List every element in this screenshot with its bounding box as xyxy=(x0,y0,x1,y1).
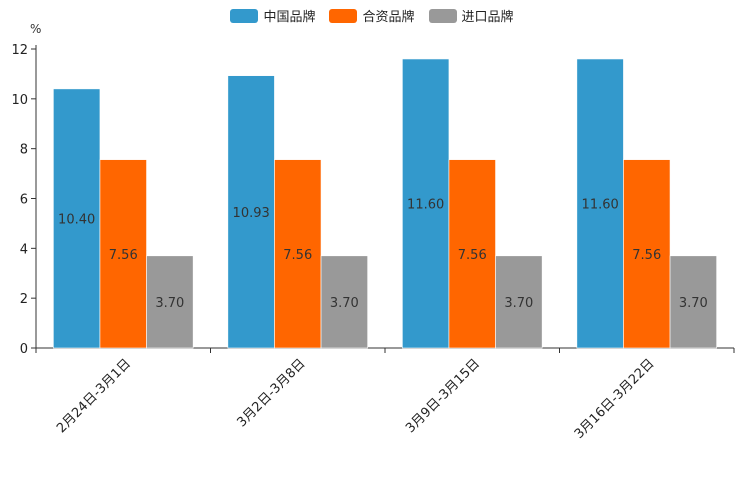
legend-swatch xyxy=(428,8,457,23)
data-label: 3.70 xyxy=(330,296,359,311)
data-label: 3.70 xyxy=(504,296,533,311)
bar xyxy=(623,159,671,349)
bar xyxy=(576,58,624,349)
legend-item-imported-brand[interactable]: 进口品牌 xyxy=(428,6,514,25)
y-tick-label: 8 xyxy=(20,143,28,158)
legend-label: 合资品牌 xyxy=(362,10,415,25)
bar xyxy=(320,255,368,349)
bar xyxy=(495,255,543,349)
y-tick-label: 12 xyxy=(11,43,28,58)
data-label: 10.40 xyxy=(58,212,95,227)
legend: 中国品牌 合资品牌 进口品牌 xyxy=(0,6,744,25)
x-tick-label: 3月9日-3月15日 xyxy=(403,356,483,436)
bar xyxy=(99,159,147,349)
bar xyxy=(53,88,101,349)
legend-label: 进口品牌 xyxy=(461,10,514,25)
bar xyxy=(402,58,450,349)
bar xyxy=(146,255,194,349)
bar xyxy=(274,159,322,349)
data-label: 7.56 xyxy=(458,248,487,263)
legend-label: 中国品牌 xyxy=(263,10,316,25)
data-label: 7.56 xyxy=(283,248,312,263)
data-label: 7.56 xyxy=(632,248,661,263)
legend-item-joint-venture-brand[interactable]: 合资品牌 xyxy=(329,6,415,25)
legend-swatch xyxy=(329,8,358,23)
y-axis-unit-label: % xyxy=(30,22,42,36)
x-tick-label: 3月16日-3月22日 xyxy=(572,356,658,442)
y-tick-label: 2 xyxy=(20,292,28,307)
bar xyxy=(448,159,496,349)
y-tick-label: 10 xyxy=(11,93,28,108)
data-label: 11.60 xyxy=(582,197,619,212)
legend-swatch xyxy=(230,8,259,23)
y-tick-label: 0 xyxy=(20,342,28,357)
data-label: 3.70 xyxy=(155,296,184,311)
y-tick-label: 4 xyxy=(20,242,28,257)
x-tick-label: 3月2日-3月8日 xyxy=(234,356,308,430)
bar xyxy=(669,255,717,349)
data-label: 11.60 xyxy=(407,197,444,212)
data-label: 10.93 xyxy=(233,206,270,221)
x-tick-label: 2月24日-3月1日 xyxy=(54,356,134,436)
data-label: 7.56 xyxy=(109,248,138,263)
legend-item-china-brand[interactable]: 中国品牌 xyxy=(230,6,315,25)
y-tick-label: 6 xyxy=(20,193,28,208)
bar xyxy=(227,75,275,349)
data-label: 3.70 xyxy=(679,296,708,311)
